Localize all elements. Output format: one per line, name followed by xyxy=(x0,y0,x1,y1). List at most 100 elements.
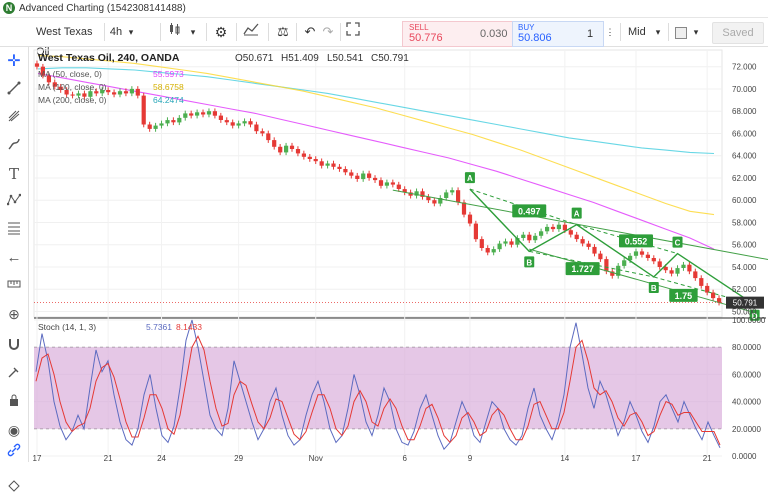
candle-body xyxy=(486,248,490,253)
candle-body xyxy=(159,123,163,125)
legend-ma50: MA (50, close, 0) xyxy=(38,69,102,79)
candle-body xyxy=(118,91,122,94)
time-tick-label: 29 xyxy=(234,454,243,462)
stoch-tick-label: 40.0000 xyxy=(732,398,761,407)
candle-body xyxy=(225,120,229,122)
candle-body xyxy=(326,164,330,166)
legend-symbol: West Texas Oil, 240, OANDA xyxy=(38,52,180,64)
time-tick-label: 21 xyxy=(104,454,113,462)
candle-body xyxy=(456,190,460,202)
candle-body xyxy=(592,247,596,254)
ma100-line xyxy=(38,56,714,215)
trendline xyxy=(529,249,754,312)
candle-body xyxy=(272,140,276,147)
candle-body xyxy=(331,164,335,167)
ratio-label: 1.727 xyxy=(571,264,594,274)
time-tick-label: 21 xyxy=(703,454,712,462)
price-tick-label: 72.000 xyxy=(732,63,757,72)
candle-body xyxy=(219,116,223,120)
candle-body xyxy=(379,180,383,186)
price-tick-label: 56.000 xyxy=(732,241,757,250)
candle-body xyxy=(201,112,205,114)
candle-body xyxy=(646,255,650,258)
stoch-tick-label: 100.0000 xyxy=(732,316,766,325)
candle-body xyxy=(320,161,324,165)
stoch-tick-label: 0.0000 xyxy=(732,452,757,461)
candle-body xyxy=(308,157,312,159)
candle-body xyxy=(207,111,211,114)
candle-body xyxy=(498,244,502,250)
candle-body xyxy=(260,131,264,133)
candle-body xyxy=(598,254,602,260)
candle-body xyxy=(640,251,644,254)
stoch-tick-label: 20.0000 xyxy=(732,425,761,434)
candle-body xyxy=(248,121,252,124)
candle-body xyxy=(148,125,152,129)
candle-body xyxy=(278,147,282,153)
candle-body xyxy=(165,120,169,123)
time-tick-label: 14 xyxy=(560,454,569,462)
candle-body xyxy=(106,90,110,92)
legend-ma100: MA (100, close, 0) xyxy=(38,82,107,92)
candle-body xyxy=(687,265,691,272)
legend-low: L50.541 xyxy=(327,53,364,64)
candle-body xyxy=(681,265,685,268)
pattern-point-label: A xyxy=(574,210,580,219)
time-tick-label: 24 xyxy=(157,454,166,462)
ratio-label: 1.75 xyxy=(675,291,693,301)
remove-drawings-icon[interactable] xyxy=(5,479,23,497)
time-tick-label: 17 xyxy=(33,454,42,462)
legend-stoch-k: 5.7361 xyxy=(146,322,172,332)
candle-body xyxy=(474,224,478,240)
legend-ma200: MA (200, close, 0) xyxy=(38,95,107,105)
candle-body xyxy=(296,149,300,153)
candle-body xyxy=(290,146,294,149)
candle-body xyxy=(385,182,389,185)
candle-body xyxy=(284,146,288,153)
ratio-label: 0.497 xyxy=(518,206,541,216)
price-tick-label: 60.000 xyxy=(732,196,757,205)
candle-body xyxy=(444,192,448,198)
candle-body xyxy=(634,251,638,255)
legend-ma50-value: 55.5973 xyxy=(153,69,184,79)
price-tick-label: 68.000 xyxy=(732,107,757,116)
candle-body xyxy=(670,270,674,273)
candle-body xyxy=(711,293,715,299)
price-tick-label: 70.000 xyxy=(732,85,757,94)
time-tick-label: 9 xyxy=(468,454,473,462)
candle-body xyxy=(391,182,395,184)
candle-body xyxy=(551,227,555,229)
legend-close: C50.791 xyxy=(371,53,409,64)
candle-body xyxy=(171,120,175,122)
candle-body xyxy=(154,126,158,129)
candle-body xyxy=(509,241,513,244)
candle-body xyxy=(432,200,436,203)
candle-body xyxy=(177,118,181,123)
legend-open: O50.671 xyxy=(235,53,274,64)
candle-body xyxy=(527,235,531,241)
candle-body xyxy=(124,91,128,93)
candle-body xyxy=(397,185,401,189)
price-tick-label: 54.000 xyxy=(732,263,757,272)
candle-body xyxy=(575,235,579,239)
price-tick-label: 52.000 xyxy=(732,285,757,294)
candle-body xyxy=(468,215,472,224)
candle-body xyxy=(563,225,567,231)
legend-stoch-d: 8.1433 xyxy=(176,322,202,332)
candle-body xyxy=(693,271,697,278)
candle-body xyxy=(367,174,371,178)
pattern-point-label: C xyxy=(675,239,681,248)
candle-body xyxy=(189,113,193,115)
candle-body xyxy=(450,190,454,192)
stoch-legend: Stoch (14, 1, 3) 5.7361 8.1433 xyxy=(38,322,202,332)
ratio-label: 0.552 xyxy=(625,236,648,246)
time-tick-label: 17 xyxy=(632,454,641,462)
legend-high: H51.409 xyxy=(281,53,319,64)
candle-body xyxy=(213,111,217,116)
candle-body xyxy=(569,230,573,234)
candle-body xyxy=(699,278,703,286)
candle-body xyxy=(658,261,662,267)
candle-body xyxy=(545,227,549,231)
